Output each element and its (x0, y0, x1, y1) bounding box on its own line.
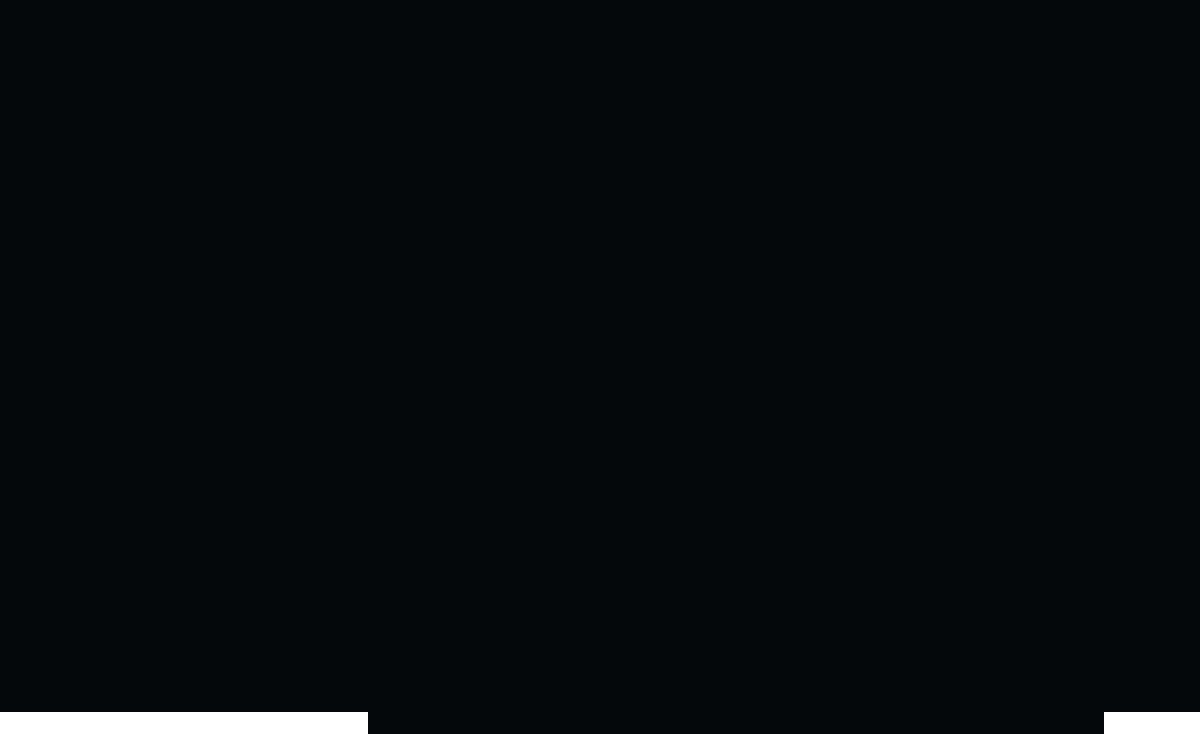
bottom-strip (0, 712, 1200, 734)
bottom-strip-center-fill (368, 712, 1104, 734)
main-viewport (0, 0, 1200, 712)
content-layer (0, 0, 1200, 712)
